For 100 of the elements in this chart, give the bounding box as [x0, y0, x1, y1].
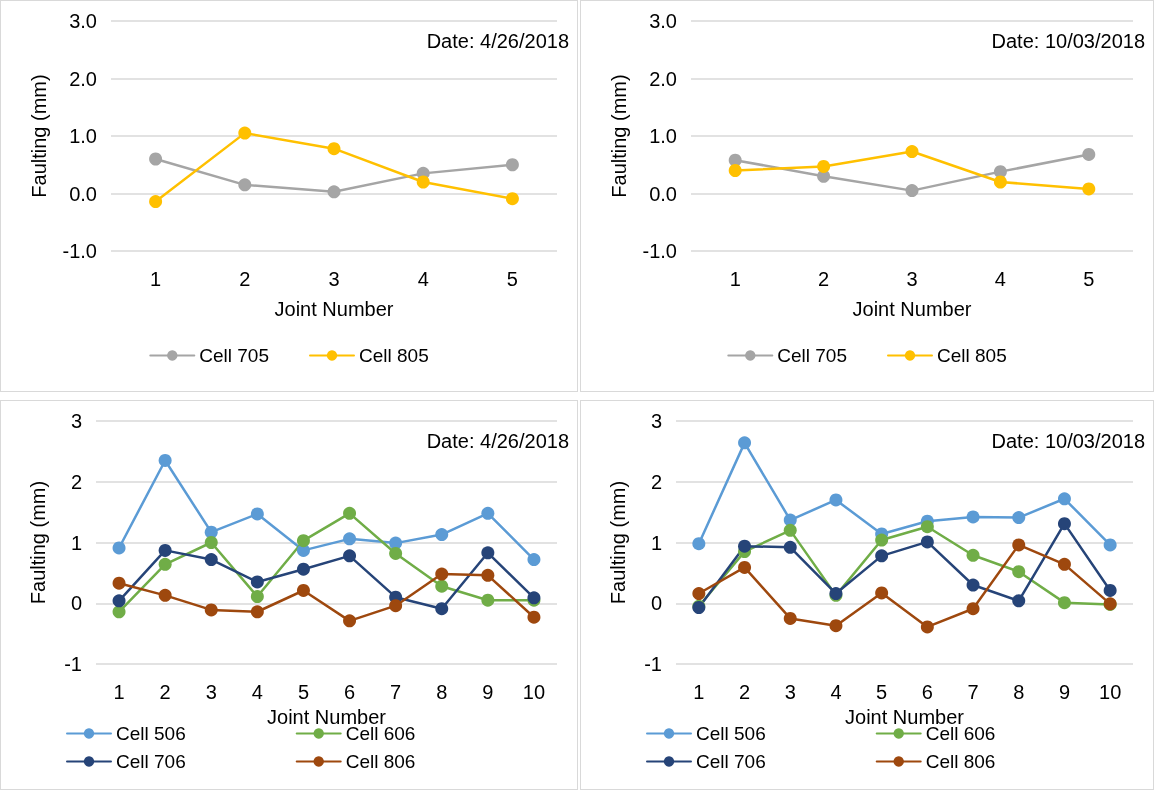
- point: [250, 575, 264, 589]
- point: [158, 588, 172, 602]
- y-axis-title: Faulting (mm): [608, 74, 630, 198]
- point: [905, 145, 919, 159]
- legend-label: Cell 506: [696, 723, 766, 744]
- legend-label: Cell 805: [359, 345, 429, 366]
- point: [204, 553, 218, 567]
- x-axis-title: Joint Number: [274, 298, 394, 320]
- y-axis-title: Faulting (mm): [28, 74, 50, 198]
- point: [481, 546, 495, 560]
- legend-label: Cell 705: [777, 345, 848, 366]
- point: [204, 603, 218, 617]
- point: [158, 557, 172, 571]
- point: [481, 568, 495, 582]
- point: [435, 602, 449, 616]
- annotation: Date: 10/03/2018: [991, 430, 1146, 452]
- point: [783, 540, 797, 554]
- point: [1103, 538, 1117, 552]
- y-tick-label: 3.0: [649, 10, 677, 32]
- point: [435, 528, 449, 542]
- point: [158, 453, 172, 467]
- x-tick-label: 1: [113, 681, 125, 703]
- x-tick-label: 7: [967, 681, 979, 703]
- point: [966, 602, 980, 616]
- point: [1057, 492, 1071, 506]
- point: [527, 553, 541, 567]
- x-tick-label: 5: [297, 681, 310, 703]
- point: [692, 537, 706, 551]
- point: [1012, 538, 1026, 552]
- point: [1012, 594, 1026, 608]
- point: [250, 605, 264, 619]
- x-tick-label: 2: [738, 681, 751, 703]
- point: [389, 599, 403, 613]
- x-tick-label: 4: [830, 681, 842, 703]
- point: [1082, 182, 1096, 196]
- point: [728, 164, 742, 177]
- point: [783, 523, 797, 537]
- point: [966, 510, 980, 524]
- point: [416, 175, 430, 189]
- y-tick-label: 0: [650, 592, 662, 615]
- point: [993, 175, 1007, 189]
- point: [920, 535, 934, 549]
- x-tick-label: 2: [239, 268, 251, 290]
- point: [527, 610, 541, 624]
- y-tick-label: 0: [70, 592, 82, 615]
- x-tick-label: 5: [1083, 268, 1095, 290]
- point: [112, 594, 126, 608]
- x-tick-label: 5: [876, 681, 888, 703]
- y-tick-label: 2.0: [69, 67, 97, 90]
- y-tick-label: 2.0: [649, 67, 677, 90]
- point: [1082, 147, 1096, 161]
- x-tick-label: 1: [729, 268, 741, 290]
- point: [481, 593, 495, 607]
- y-tick-label: 2: [70, 470, 82, 493]
- point: [905, 184, 919, 198]
- y-tick-label: 3.0: [69, 10, 97, 32]
- point: [829, 493, 843, 507]
- x-tick-label: 8: [436, 681, 448, 703]
- x-tick-label: 1: [150, 268, 162, 290]
- x-tick-label: 2: [159, 681, 171, 703]
- y-axis-title: Faulting (mm): [607, 480, 629, 605]
- y-tick-label: -1: [644, 653, 662, 675]
- point: [343, 614, 357, 628]
- x-tick-label: 5: [506, 268, 518, 290]
- y-tick-label: -1.0: [62, 240, 97, 262]
- point: [738, 436, 752, 450]
- point: [112, 605, 126, 619]
- point: [149, 152, 163, 166]
- point: [875, 533, 889, 547]
- x-tick-label: 2: [818, 268, 830, 290]
- y-tick-label: 3: [70, 410, 82, 432]
- point: [966, 548, 980, 562]
- point: [238, 126, 252, 140]
- point: [296, 534, 310, 548]
- y-tick-label: 0.0: [649, 182, 677, 205]
- point: [920, 520, 934, 534]
- x-tick-label: 10: [522, 681, 546, 703]
- point: [435, 567, 449, 581]
- point: [817, 159, 831, 173]
- y-axis-title: Faulting (mm): [27, 480, 49, 605]
- x-tick-label: 7: [390, 681, 402, 703]
- point: [435, 579, 449, 593]
- y-tick-label: 1: [650, 531, 662, 554]
- x-tick-label: 6: [343, 681, 356, 703]
- point: [738, 560, 752, 574]
- point: [829, 619, 843, 633]
- annotation: Date: 10/03/2018: [991, 30, 1146, 52]
- y-tick-label: -1.0: [642, 240, 677, 262]
- y-tick-label: -1: [64, 653, 82, 675]
- point: [158, 543, 172, 557]
- x-axis-title: Joint Number: [852, 298, 972, 320]
- point: [875, 586, 889, 600]
- point: [1057, 557, 1071, 571]
- point: [250, 507, 264, 521]
- x-tick-label: 4: [994, 268, 1006, 290]
- point: [112, 576, 126, 590]
- point: [112, 541, 126, 555]
- point: [343, 532, 357, 546]
- point: [1012, 565, 1026, 579]
- y-tick-label: 2: [650, 470, 662, 493]
